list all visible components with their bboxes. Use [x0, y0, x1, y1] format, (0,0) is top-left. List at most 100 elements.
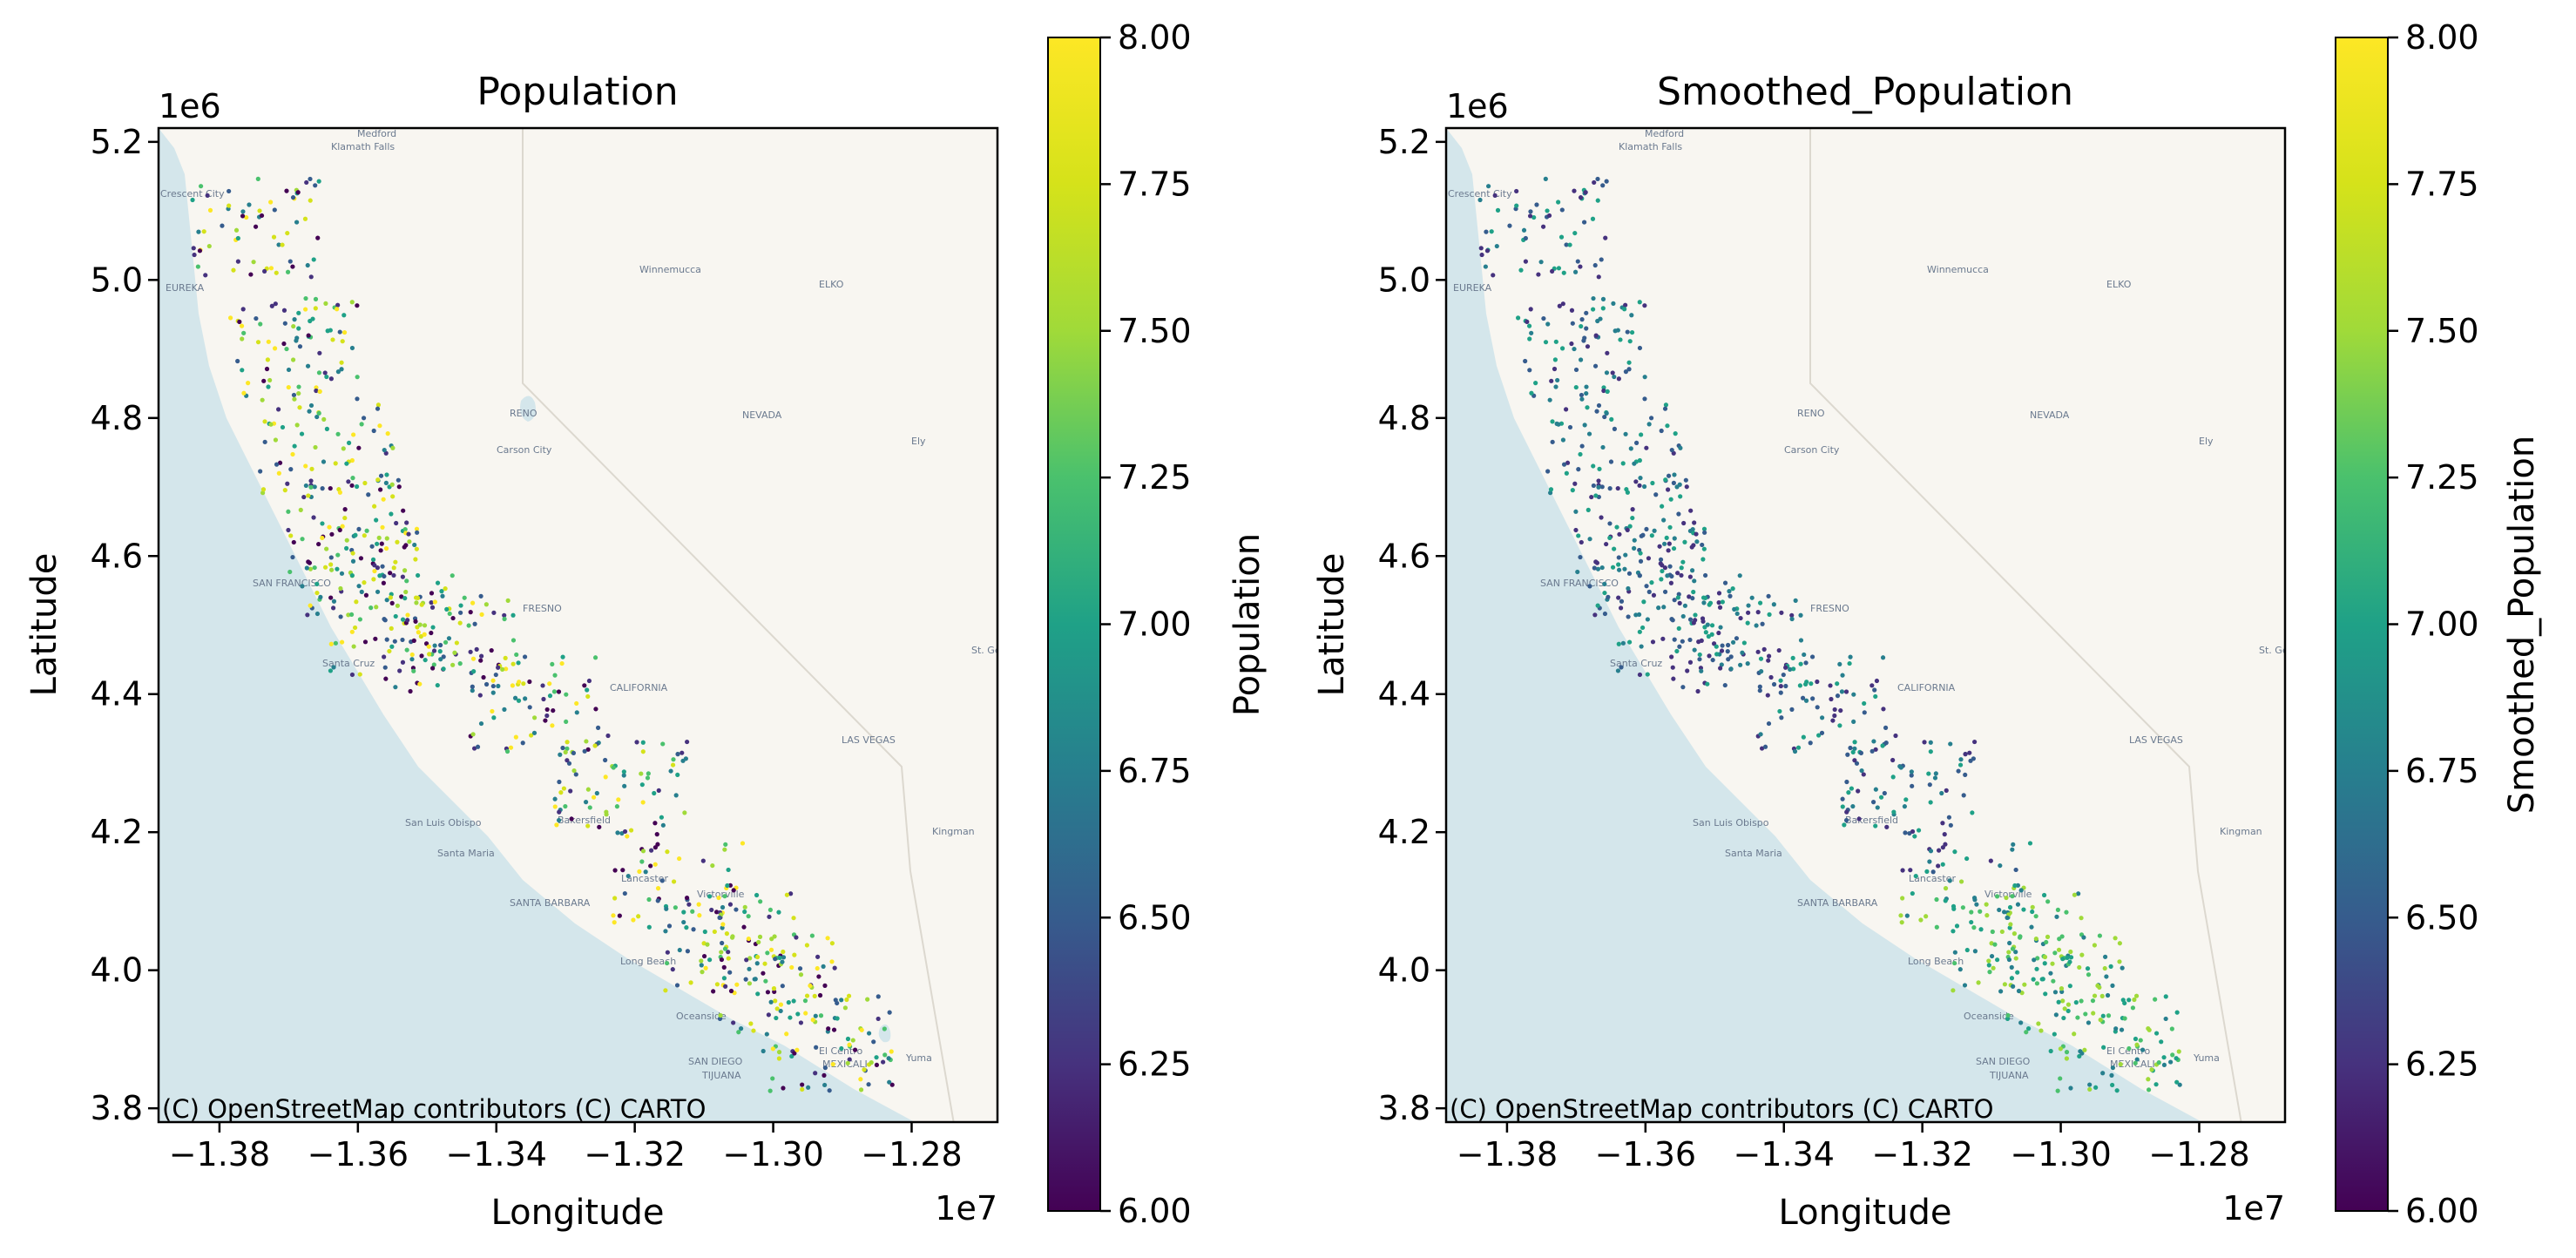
scatter-point [260, 487, 267, 492]
scatter-point [1556, 200, 1561, 205]
scatter-point [1732, 606, 1737, 612]
scatter-point [1617, 531, 1622, 537]
scatter-point [2118, 1062, 2123, 1067]
scatter-point [1903, 830, 1908, 835]
scatter-point [1725, 649, 1730, 654]
scatter-point [686, 902, 692, 907]
scatter-point [1987, 970, 1992, 975]
scatter-point [450, 573, 455, 578]
scatter-point [471, 669, 477, 674]
scatter-point [258, 321, 263, 327]
scatter-point [1991, 965, 1996, 971]
scatter-point [637, 869, 642, 874]
scatter-point [832, 965, 837, 971]
scatter-point [2004, 895, 2009, 901]
scatter-point [388, 571, 393, 576]
scatter-point [2161, 1062, 2167, 1068]
scatter-point [707, 957, 713, 963]
scatter-point [286, 509, 291, 514]
scatter-point [2044, 939, 2049, 945]
scatter-point [375, 477, 381, 483]
scatter-point [1745, 620, 1750, 626]
scatter-point [547, 693, 553, 699]
scatter-point [294, 335, 300, 341]
scatter-point [1538, 260, 1544, 265]
scatter-point [2068, 955, 2074, 960]
scatter-point [582, 683, 587, 688]
scatter-point [281, 308, 287, 313]
scatter-point [1843, 689, 1849, 694]
scatter-point [2082, 1047, 2087, 1052]
y-tick-label: 4.6 [1378, 537, 1430, 575]
scatter-point [2072, 1031, 2077, 1037]
x-axis-label: Longitude [491, 1193, 665, 1233]
scatter-point [1620, 461, 1626, 466]
scatter-point [1871, 739, 1876, 744]
scatter-point [887, 1079, 892, 1085]
scatter-point [1909, 769, 1914, 774]
scatter-point [2011, 931, 2018, 937]
scatter-point [303, 295, 308, 301]
scatter-point [1660, 636, 1666, 641]
scatter-point [862, 1067, 867, 1072]
scatter-point [2075, 1015, 2080, 1020]
scatter-point [447, 611, 452, 617]
scatter-point [369, 544, 375, 549]
scatter-point [2087, 1082, 2093, 1087]
scatter-point [660, 741, 666, 747]
scatter-point [291, 539, 296, 545]
scatter-point [652, 862, 658, 867]
place-label: Winnemucca [639, 264, 701, 275]
scatter-point [1644, 526, 1649, 532]
scatter-point [852, 1047, 858, 1052]
scatter-point [1486, 184, 1491, 189]
scatter-point [1570, 321, 1575, 326]
scatter-point [573, 772, 578, 777]
place-label: NEVADA [2030, 409, 2070, 421]
scatter-point [1579, 317, 1585, 322]
scatter-point [441, 654, 446, 659]
scatter-point [457, 620, 463, 626]
scatter-point [791, 916, 796, 921]
y-tick-label: 5.0 [91, 260, 143, 299]
scatter-point [2010, 894, 2015, 899]
scatter-point [322, 565, 328, 570]
scatter-point [747, 966, 752, 971]
scatter-point [479, 612, 484, 617]
scatter-point [383, 676, 389, 681]
scatter-point [2126, 1045, 2132, 1052]
scatter-point [758, 899, 763, 904]
scatter-point [527, 679, 532, 685]
scatter-point [287, 259, 293, 264]
scatter-point [371, 428, 376, 434]
place-label: El Centro [819, 1045, 863, 1057]
scatter-point [565, 758, 570, 763]
scatter-point [734, 982, 740, 987]
scatter-point [1967, 750, 1972, 755]
scatter-points [190, 176, 895, 1093]
scatter-point [402, 596, 408, 601]
scatter-point [1858, 750, 1864, 755]
scatter-point [1697, 657, 1702, 662]
colorbar-ticks: 6.006.256.506.757.007.257.507.758.00 [2388, 18, 2479, 1230]
scatter-point [1969, 910, 1974, 915]
scatter-point [356, 526, 362, 532]
place-label: SAN FRANCISCO [1540, 578, 1619, 589]
scatter-point [752, 977, 757, 982]
scatter-point [1984, 913, 1990, 918]
scatter-point [1815, 705, 1820, 710]
x-tick-label: −1.32 [1871, 1135, 1972, 1173]
place-label: Santa Maria [437, 848, 495, 859]
scatter-point [1795, 745, 1802, 750]
scatter-point [614, 804, 620, 809]
scatter-point [2066, 1002, 2072, 1007]
scatter-point [1668, 580, 1673, 585]
scatter-point [2018, 888, 2024, 893]
scatter-point [1660, 568, 1665, 574]
scatter-point [357, 617, 362, 622]
scatter-point [703, 965, 708, 971]
scatter-point [437, 649, 443, 654]
scatter-point [349, 572, 355, 578]
scatter-point [1702, 595, 1708, 600]
scatter-point [659, 878, 665, 883]
